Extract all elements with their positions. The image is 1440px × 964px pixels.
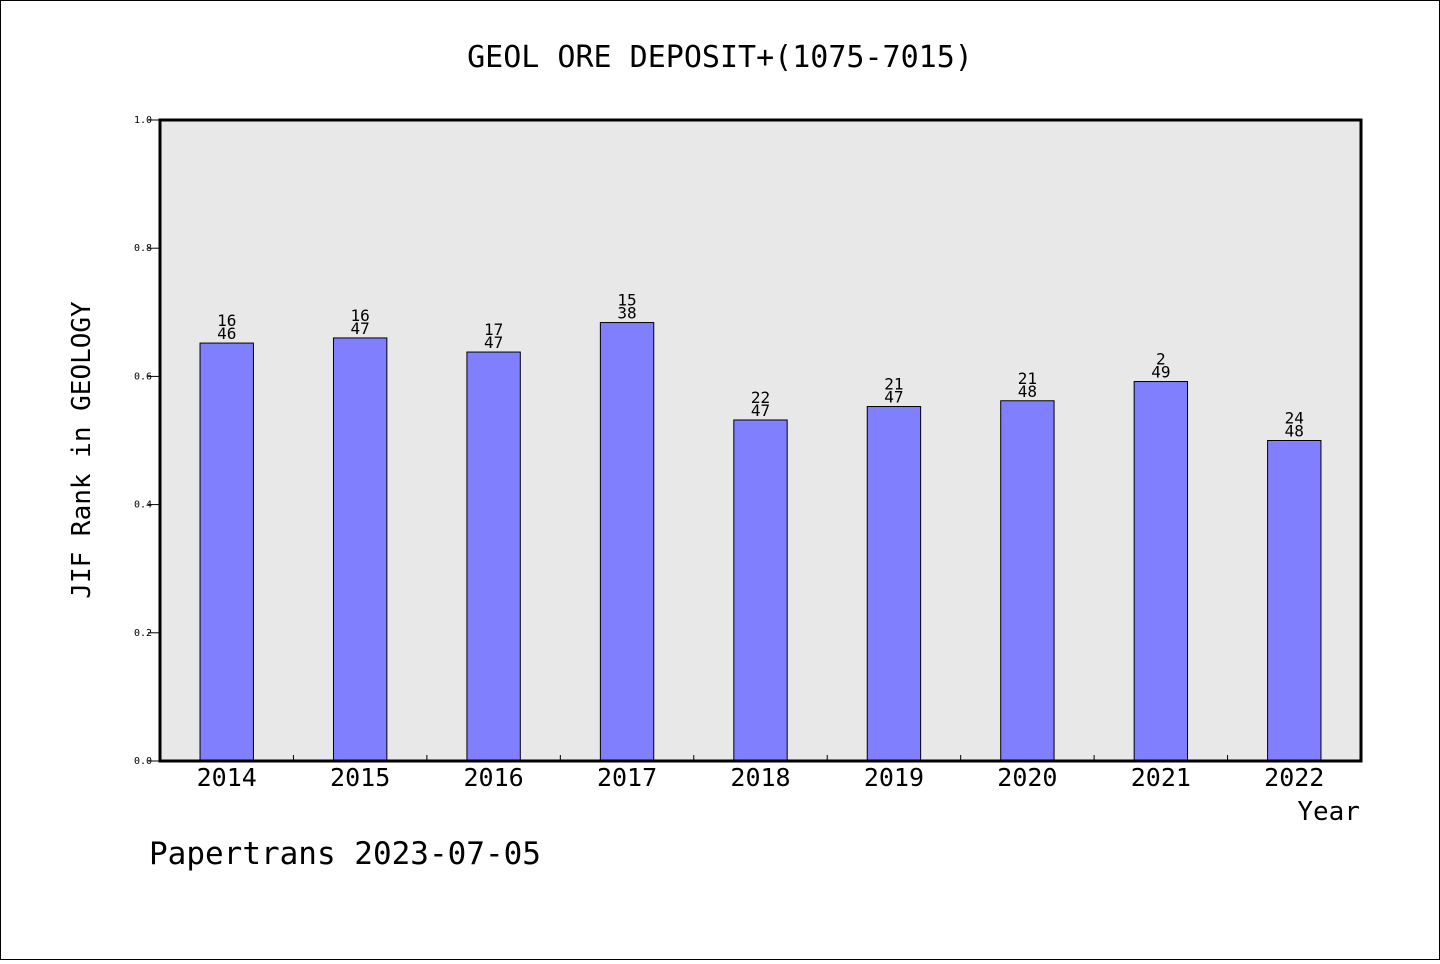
chart-title: GEOL ORE DEPOSIT+(1075-7015): [467, 40, 973, 75]
bar-2015: [332, 337, 388, 762]
plot-border: [158, 118, 1363, 763]
bar-label-bottom-2014: 46: [217, 324, 236, 343]
bar-2019: [866, 406, 922, 762]
bar-label-top-2020: 21: [1018, 369, 1037, 388]
footer-text: Papertrans 2023-07-05: [149, 836, 541, 872]
y-axis-label: JIF Rank in GEOLOGY: [67, 301, 97, 599]
bar-2016: [466, 351, 521, 762]
x-tick-label-2016: 2016: [464, 763, 524, 792]
bar-label-bottom-2019: 47: [884, 388, 903, 407]
x-tick-label-2017: 2017: [597, 763, 657, 792]
x-tick-label-2015: 2015: [330, 763, 390, 792]
y-tick-label: 0.2: [134, 628, 152, 639]
y-tick-label: 1.0: [134, 115, 152, 126]
bar-label-top-2018: 22: [751, 388, 770, 407]
bar-2021: [1133, 381, 1189, 762]
y-tick-label: 0.4: [134, 500, 152, 511]
x-axis-label: Year: [1297, 797, 1360, 827]
bar-2022: [1267, 440, 1322, 762]
y-axis: 0.0 0.2 0.4 0.6 0.8 1.0: [134, 115, 160, 767]
bar-2018: [733, 419, 788, 762]
bar-label-top-2021: 2: [1156, 350, 1166, 369]
x-tick-label-2019: 2019: [864, 763, 924, 792]
x-tick-label-2014: 2014: [197, 763, 257, 792]
bar-label-bottom-2020: 48: [1018, 382, 1037, 401]
bar-label-top-2014: 16: [217, 311, 236, 330]
x-tick-label-2020: 2020: [997, 763, 1057, 792]
x-tick-label-2022: 2022: [1264, 763, 1324, 792]
y-tick-label: 0.6: [134, 371, 152, 382]
y-tick-label: 0.0: [134, 756, 152, 767]
bar-label-top-2019: 21: [884, 375, 903, 394]
bar-label-bottom-2022: 48: [1285, 422, 1304, 441]
bar-label-top-2016: 17: [484, 320, 503, 339]
bar-label-top-2015: 16: [351, 306, 370, 325]
x-tick-label-2021: 2021: [1131, 763, 1191, 792]
bar-label-top-2017: 15: [617, 291, 636, 310]
bar-label-top-2022: 24: [1285, 409, 1304, 428]
x-axis: 2014 2015 2016 2017 2018 2019 2020 2021 2022: [197, 755, 1324, 792]
bar-label-bottom-2021: 49: [1151, 363, 1170, 382]
bar-label-bottom-2016: 47: [484, 333, 503, 352]
x-tick-label-2018: 2018: [730, 763, 790, 792]
bar-2014: [199, 342, 254, 762]
bar-2020: [1000, 400, 1055, 762]
bar-label-bottom-2015: 47: [351, 319, 370, 338]
bar-label-bottom-2017: 38: [617, 304, 636, 323]
bar-2017: [599, 322, 655, 762]
bar-label-bottom-2018: 47: [751, 401, 770, 420]
y-tick-label: 0.8: [134, 243, 152, 254]
